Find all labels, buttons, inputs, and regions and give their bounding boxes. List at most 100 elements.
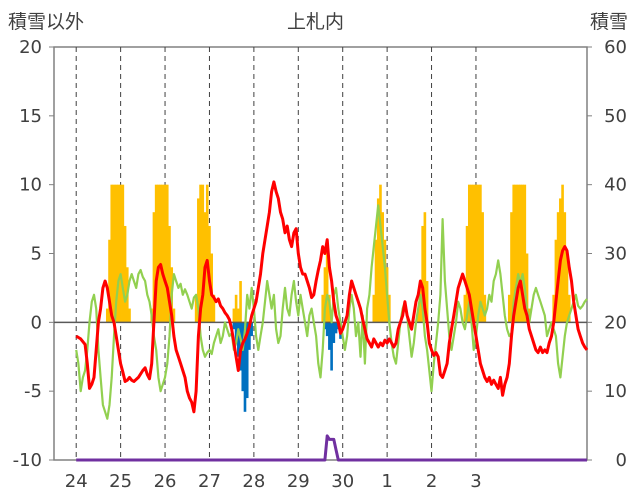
blue-bar bbox=[325, 322, 329, 337]
orange-bar bbox=[105, 308, 109, 323]
orange-bar bbox=[201, 184, 205, 323]
day-label: 26 bbox=[154, 471, 177, 492]
orange-bar bbox=[232, 308, 236, 323]
blue-bar bbox=[328, 322, 331, 350]
orange-bar bbox=[205, 184, 209, 323]
right-tick-label: 20 bbox=[604, 312, 627, 333]
orange-bar bbox=[154, 184, 158, 323]
orange-bar bbox=[465, 225, 469, 323]
blue-bar bbox=[243, 322, 247, 412]
orange-bar bbox=[525, 253, 529, 323]
orange-bar bbox=[567, 294, 571, 323]
left-tick-label: -5 bbox=[24, 381, 42, 402]
orange-bar bbox=[123, 225, 127, 323]
orange-bar bbox=[108, 239, 111, 323]
orange-bar bbox=[481, 212, 484, 323]
orange-bar bbox=[168, 225, 171, 323]
blue-bar bbox=[245, 322, 249, 399]
orange-bar bbox=[128, 308, 131, 323]
orange-bar bbox=[463, 294, 467, 323]
left-tick-label: -10 bbox=[13, 450, 42, 471]
day-label: 3 bbox=[470, 471, 481, 492]
right-tick-label: 40 bbox=[604, 175, 627, 196]
orange-bar bbox=[476, 184, 480, 323]
right-axis-title: 積雪 bbox=[590, 11, 629, 33]
orange-bar bbox=[110, 184, 114, 323]
orange-bar bbox=[554, 239, 558, 323]
blue-bar bbox=[248, 322, 251, 350]
blue-bar bbox=[232, 322, 236, 330]
orange-bar bbox=[199, 184, 202, 323]
orange-bar bbox=[565, 253, 569, 323]
orange-bar bbox=[112, 184, 116, 323]
orange-bar bbox=[121, 184, 125, 323]
left-tick-label: 0 bbox=[31, 312, 42, 333]
orange-bar bbox=[423, 212, 427, 323]
green-line-series bbox=[75, 204, 588, 420]
orange-bar bbox=[165, 184, 169, 323]
blue-bar bbox=[241, 322, 245, 392]
right-tick-label: 30 bbox=[604, 244, 627, 265]
orange-bar bbox=[474, 184, 478, 323]
orange-bar bbox=[514, 184, 518, 323]
left-tick-label: 20 bbox=[19, 37, 42, 58]
orange-bar bbox=[212, 294, 216, 323]
day-label: 25 bbox=[109, 471, 132, 492]
right-tick-label: 60 bbox=[604, 37, 627, 58]
orange-bar bbox=[157, 184, 160, 323]
right-tick-label: 50 bbox=[604, 106, 627, 127]
orange-bar bbox=[376, 198, 380, 323]
orange-bar bbox=[163, 184, 167, 323]
red-line-series bbox=[75, 180, 589, 414]
day-label: 29 bbox=[287, 471, 310, 492]
orange-bar bbox=[381, 212, 384, 323]
left-axis-title: 積雪以外 bbox=[8, 11, 85, 33]
orange-bar bbox=[521, 184, 524, 323]
orange-bar bbox=[519, 184, 522, 323]
orange-bar bbox=[197, 198, 200, 323]
day-label: 30 bbox=[331, 471, 354, 492]
blue-bar bbox=[330, 322, 333, 371]
orange-bar bbox=[416, 308, 420, 323]
orange-bar bbox=[512, 184, 516, 323]
day-label: 24 bbox=[65, 471, 88, 492]
orange-bar bbox=[372, 294, 376, 323]
day-label: 28 bbox=[242, 471, 265, 492]
orange-bar bbox=[425, 281, 429, 323]
blue-bar bbox=[332, 322, 336, 343]
orange-bar bbox=[523, 184, 527, 323]
orange-bar bbox=[234, 294, 238, 323]
orange-bar bbox=[483, 294, 487, 323]
purple-line-series bbox=[76, 434, 587, 462]
blue-bar bbox=[234, 322, 238, 343]
left-tick-label: 5 bbox=[31, 244, 42, 265]
blue-bar bbox=[250, 322, 253, 337]
orange-bar bbox=[374, 239, 378, 323]
blue-bar bbox=[334, 322, 338, 334]
blue-bar bbox=[237, 322, 240, 357]
orange-bar bbox=[194, 294, 198, 323]
orange-bar bbox=[325, 239, 329, 323]
orange-bar bbox=[323, 267, 327, 323]
day-label: 2 bbox=[426, 471, 437, 492]
orange-bar bbox=[321, 294, 325, 323]
orange-bar bbox=[472, 184, 476, 323]
orange-bar bbox=[421, 225, 424, 323]
orange-bar bbox=[467, 184, 471, 323]
orange-bar bbox=[114, 184, 118, 323]
day-label: 1 bbox=[381, 471, 392, 492]
orange-bar bbox=[507, 294, 511, 323]
chart-title: 上札内 bbox=[287, 11, 345, 33]
orange-bar bbox=[152, 212, 156, 323]
orange-bar bbox=[237, 308, 240, 323]
right-tick-label: 0 bbox=[616, 450, 627, 471]
orange-bar bbox=[239, 281, 242, 323]
left-tick-label: 15 bbox=[19, 106, 42, 127]
orange-bar bbox=[563, 212, 567, 323]
orange-bar bbox=[159, 184, 162, 323]
orange-bar bbox=[172, 308, 176, 323]
orange-bar bbox=[470, 184, 473, 323]
orange-bar bbox=[479, 184, 482, 323]
orange-bar bbox=[379, 184, 382, 323]
